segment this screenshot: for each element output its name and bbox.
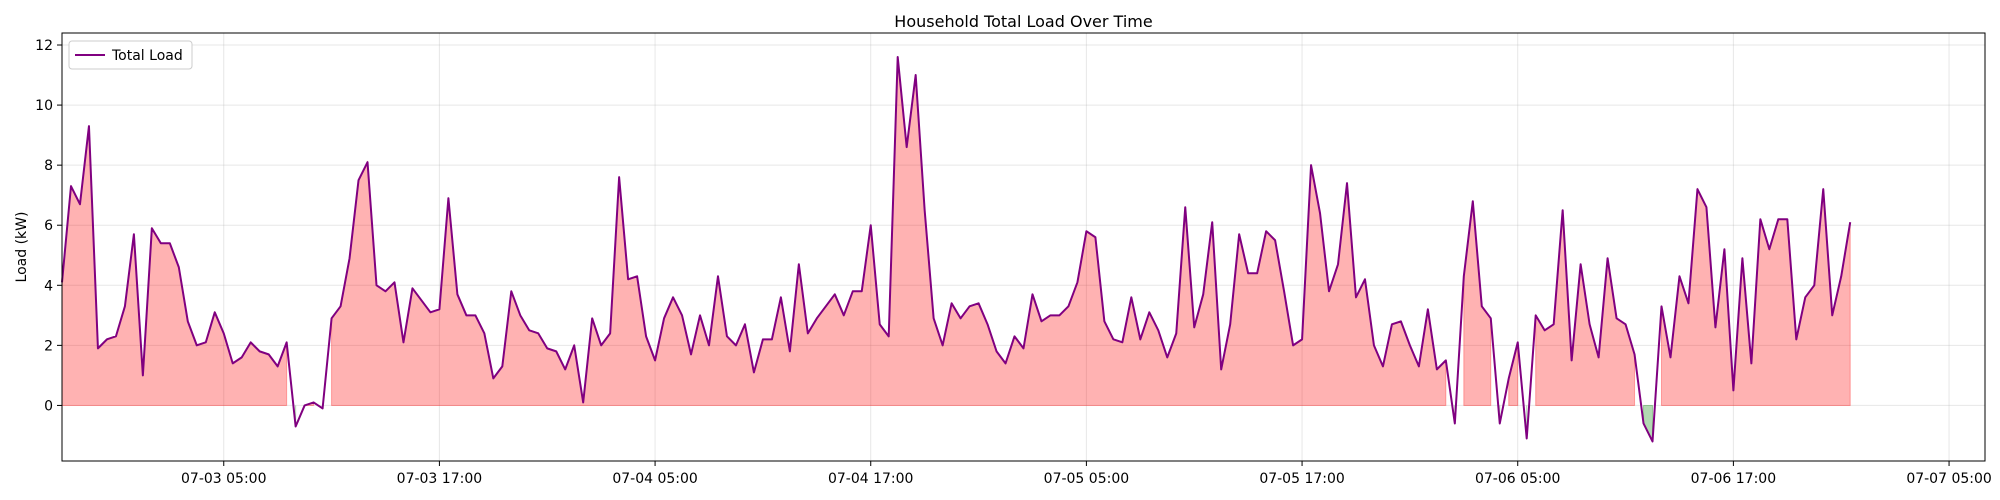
x-tick-label: 07-04 17:00 <box>828 471 913 487</box>
y-tick-label: 12 <box>35 38 53 54</box>
y-tick-label: 4 <box>44 278 53 294</box>
x-tick-label: 07-05 05:00 <box>1044 471 1129 487</box>
y-axis-label: Load (kW) <box>14 212 30 283</box>
x-tick-label: 07-07 05:00 <box>1906 471 1991 487</box>
y-axis-ticks: 0 2 4 6 8 10 12 <box>35 38 62 414</box>
positive-load-fill <box>331 56 1447 406</box>
x-tick-label: 07-06 17:00 <box>1691 471 1776 487</box>
legend-box <box>68 40 193 70</box>
positive-load-fill <box>1535 210 1636 406</box>
legend: Total Load <box>68 40 193 70</box>
x-tick-label: 07-04 05:00 <box>612 471 697 487</box>
x-tick-label: 07-03 05:00 <box>181 471 266 487</box>
x-tick-label: 07-03 17:00 <box>397 471 482 487</box>
y-tick-label: 0 <box>44 398 53 414</box>
y-tick-label: 10 <box>35 98 53 114</box>
series-lines <box>61 56 1852 443</box>
chart-title: Household Total Load Over Time <box>894 12 1152 31</box>
x-axis-ticks: 07-03 05:00 07-03 17:00 07-04 05:00 07-04 1… <box>181 461 1992 487</box>
positive-load-fill <box>1463 201 1492 406</box>
plot-frame <box>61 32 1986 462</box>
total-load-line <box>61 56 1852 443</box>
y-tick-label: 8 <box>44 158 53 174</box>
x-tick-label: 07-06 05:00 <box>1475 471 1560 487</box>
legend-label: Total Load <box>111 48 183 64</box>
positive-load-fill <box>61 126 288 406</box>
y-tick-label: 6 <box>44 218 53 234</box>
y-tick-label: 2 <box>44 338 53 354</box>
area-fills <box>61 56 1851 442</box>
negative-load-fill <box>1643 404 1654 442</box>
x-tick-label: 07-05 17:00 <box>1259 471 1344 487</box>
grid <box>62 33 1985 461</box>
